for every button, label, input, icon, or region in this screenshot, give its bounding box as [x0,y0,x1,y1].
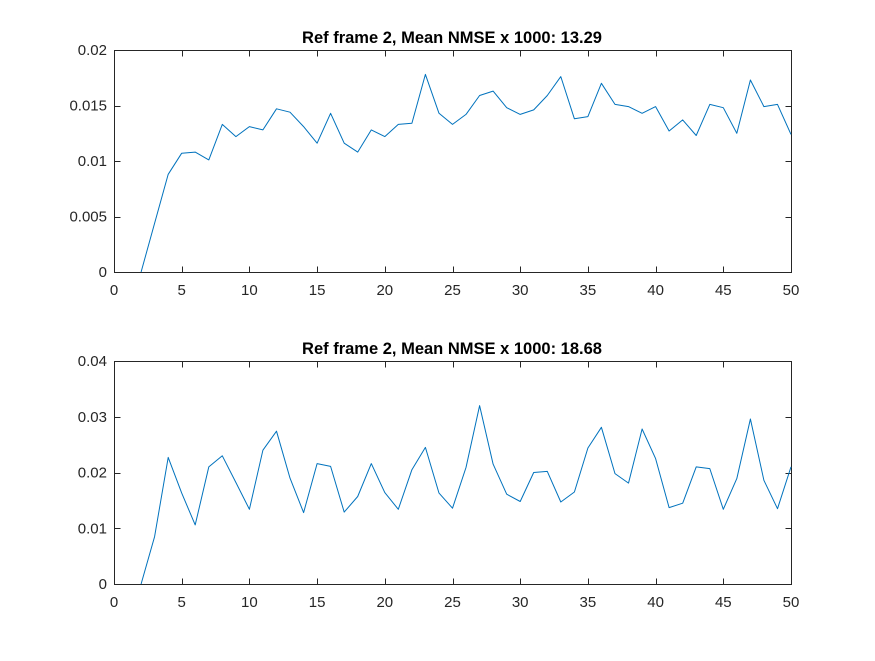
x-tick-label: 45 [715,282,732,299]
x-tick-label: 50 [783,282,800,299]
subplot-top: Ref frame 2, Mean NMSE x 1000: 13.29 0 5 1… [69,29,799,299]
y-tick-label: 0.03 [78,409,107,426]
series-line [140,405,792,585]
y-tick-label: 0.015 [69,98,107,115]
axes-box [114,50,792,273]
chart-title: Ref frame 2, Mean NMSE x 1000: 13.29 [302,29,602,47]
axes-box [114,361,792,585]
x-tick-label: 30 [512,282,529,299]
x-tick-label: 35 [580,594,597,611]
x-tick-label: 40 [647,594,664,611]
y-tick-label: 0.02 [78,42,107,59]
x-tick-label: 20 [376,594,393,611]
x-tick-label: 10 [241,282,258,299]
y-tick-label: 0.01 [78,520,107,537]
series-line [140,73,792,273]
y-tick-label: 0.005 [69,209,107,226]
x-tick-label: 15 [309,594,326,611]
x-tick-label: 0 [110,594,118,611]
subplot-bottom: Ref frame 2, Mean NMSE x 1000: 18.68 0 5 1… [78,340,800,611]
x-tick-label: 20 [376,282,393,299]
x-tick-label: 25 [444,282,461,299]
x-tick-label: 25 [444,594,461,611]
x-tick-label: 45 [715,594,732,611]
y-tick-label: 0 [99,576,107,593]
x-tick-label: 50 [783,594,800,611]
y-tick-label: 0 [99,264,107,281]
x-tick-label: 40 [647,282,664,299]
x-tick-label: 0 [110,282,118,299]
y-tick-label: 0.01 [78,153,107,170]
y-tick-label: 0.04 [78,353,107,370]
x-tick-label: 35 [580,282,597,299]
x-tick-label: 5 [178,282,186,299]
x-tick-label: 10 [241,594,258,611]
chart-title: Ref frame 2, Mean NMSE x 1000: 18.68 [302,340,602,358]
x-tick-label: 30 [512,594,529,611]
y-tick-label: 0.02 [78,465,107,482]
x-tick-label: 15 [309,282,326,299]
x-tick-label: 5 [178,594,186,611]
